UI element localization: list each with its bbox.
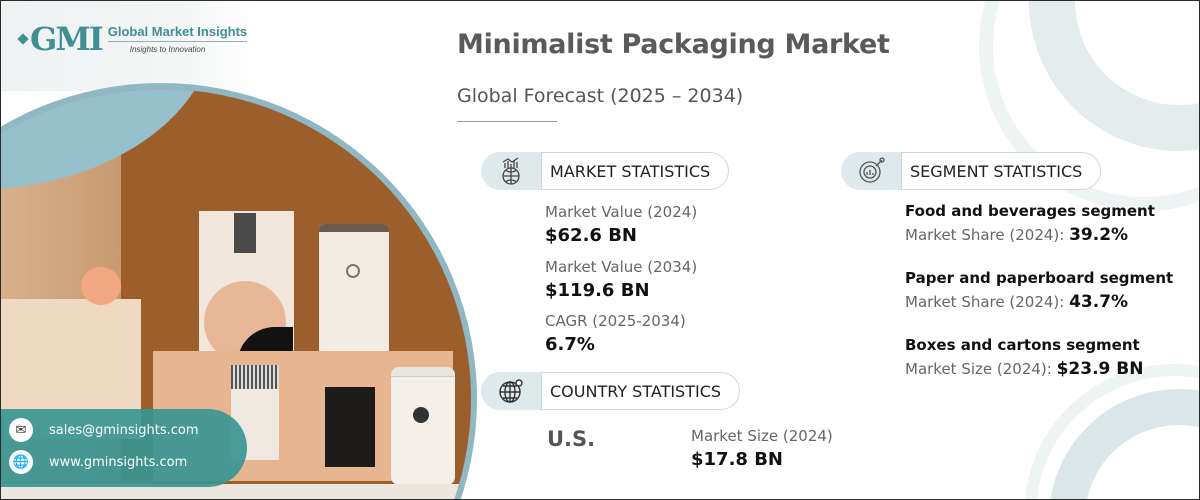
header-haze — [1, 1, 261, 91]
logo-diamond-icon — [17, 33, 29, 45]
segment-food-beverages-value: 39.2% — [1069, 225, 1129, 245]
country-name: U.S. — [547, 427, 596, 451]
title-divider — [457, 121, 557, 122]
page-subtitle: Global Forecast (2025 – 2034) — [457, 85, 744, 107]
segment-statistics-badge: SEGMENT STATISTICS — [841, 152, 1102, 190]
logo-mark-text: GMI — [30, 20, 104, 58]
market-value-2024: $62.6 BN — [545, 225, 637, 246]
contact-email[interactable]: sales@gminsights.com — [49, 422, 199, 438]
contact-panel: ✉ sales@gminsights.com 🌐 www.gminsights.… — [1, 409, 247, 487]
country-market-size: $17.8 BN — [691, 449, 783, 470]
globe-icon: 🌐 — [9, 450, 33, 474]
contact-website-row[interactable]: 🌐 www.gminsights.com — [9, 447, 247, 477]
market-statistics-badge: MARKET STATISTICS — [481, 152, 730, 190]
country-statistics-heading: COUNTRY STATISTICS — [541, 372, 741, 410]
logo-text: Global Market Insights Insights to Innov… — [107, 24, 248, 54]
globe-pin-icon — [481, 372, 541, 410]
country-market-size-label: Market Size (2024) — [691, 427, 833, 445]
market-statistics-heading: MARKET STATISTICS — [541, 152, 730, 190]
gmi-logo[interactable]: GMI Global Market Insights Insights to I… — [17, 20, 248, 58]
photo-cylinder — [319, 224, 389, 356]
page-title: Minimalist Packaging Market — [457, 29, 890, 60]
logo-mark: GMI — [17, 20, 104, 58]
logo-name: Global Market Insights — [107, 24, 248, 42]
cagr-label: CAGR (2025-2034) — [545, 312, 686, 330]
segment-food-beverages-stat: Market Share (2024): 39.2% — [905, 225, 1129, 245]
photo-surface — [1, 484, 471, 499]
photo-small-cylinder — [391, 367, 455, 485]
contact-email-row[interactable]: ✉ sales@gminsights.com — [9, 415, 247, 445]
segment-boxes-value: $23.9 BN — [1056, 359, 1144, 379]
country-statistics-badge: COUNTRY STATISTICS — [481, 372, 741, 410]
segment-paper-value: 43.7% — [1069, 292, 1129, 312]
segment-food-beverages-title: Food and beverages segment — [905, 202, 1155, 220]
logo-tagline: Insights to Innovation — [129, 45, 206, 54]
segment-boxes-title: Boxes and cartons segment — [905, 336, 1140, 354]
contact-website[interactable]: www.gminsights.com — [49, 454, 188, 470]
segment-statistics-heading: SEGMENT STATISTICS — [901, 152, 1102, 190]
segment-paper-title: Paper and paperboard segment — [905, 269, 1174, 287]
chart-globe-icon — [481, 152, 541, 190]
segment-paper-stat: Market Share (2024): 43.7% — [905, 292, 1129, 312]
segment-boxes-stat: Market Size (2024): $23.9 BN — [905, 359, 1144, 379]
photo-sphere — [81, 267, 121, 305]
target-chart-icon — [841, 152, 901, 190]
market-value-2034: $119.6 BN — [545, 280, 650, 301]
market-value-2024-label: Market Value (2024) — [545, 203, 698, 221]
cagr-value: 6.7% — [545, 334, 595, 355]
market-value-2034-label: Market Value (2034) — [545, 258, 698, 276]
envelope-icon: ✉ — [9, 418, 33, 442]
